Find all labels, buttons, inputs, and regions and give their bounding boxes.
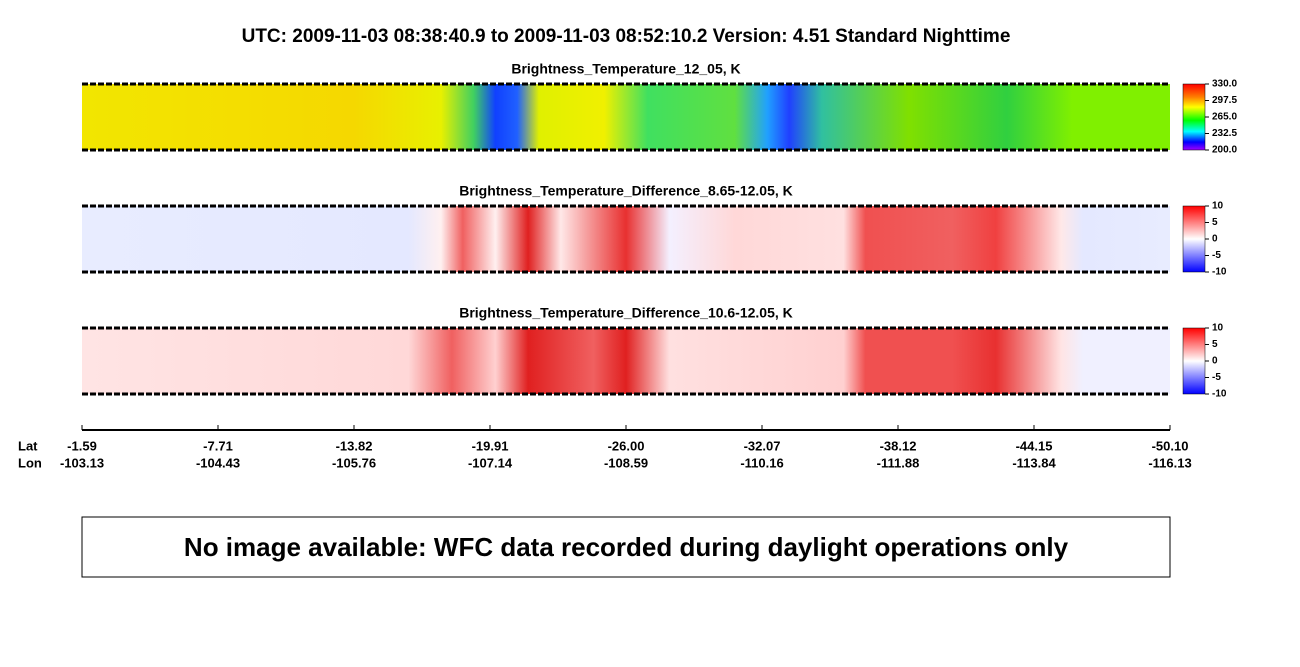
lon-tick-label: -110.16 [740, 455, 783, 470]
colorbar [1182, 205, 1206, 273]
lon-tick-label: -108.59 [604, 455, 648, 470]
lat-tick-label: -44.15 [1016, 438, 1053, 453]
colorbar-tick-label: 200.0 [1212, 145, 1237, 156]
colorbar-tick-label: 5 [1212, 339, 1218, 350]
colorbar-tick-label: 330.0 [1212, 79, 1237, 90]
lat-tick-label: -13.82 [336, 438, 373, 453]
lon-label: Lon [18, 455, 42, 470]
lat-tick-label: -26.00 [608, 438, 645, 453]
panel-title: Brightness_Temperature_Difference_10.6-1… [459, 305, 793, 321]
lat-tick-label: -32.07 [744, 438, 781, 453]
message-box [81, 516, 1171, 578]
lon-tick-label: -116.13 [1148, 455, 1191, 470]
colorbar [1182, 83, 1206, 151]
colorbar-tick-label: 0 [1212, 356, 1218, 367]
lat-tick-label: -50.10 [1152, 438, 1189, 453]
lat-tick-label: -1.59 [67, 438, 97, 453]
colorbar-tick-label: 297.5 [1212, 95, 1237, 106]
colorbar-tick-label: 10 [1212, 201, 1224, 212]
colorbar [1182, 327, 1206, 395]
message: No image available: WFC data recorded du… [184, 532, 1069, 562]
panel-title: Brightness_Temperature_Difference_8.65-1… [459, 183, 793, 199]
colorbar-tick-label: -5 [1212, 250, 1221, 261]
colorbar-tick-label: 5 [1212, 217, 1218, 228]
lat-label: Lat [18, 438, 38, 453]
image-strip [82, 328, 1170, 394]
lon-tick-label: -105.76 [332, 455, 376, 470]
title: UTC: 2009-11-03 08:38:40.9 to 2009-11-03… [242, 26, 1011, 47]
lon-tick-label: -103.13 [60, 455, 104, 470]
lat-tick-label: -19.91 [472, 438, 509, 453]
lon-tick-label: -111.88 [877, 455, 920, 470]
panel-title: Brightness_Temperature_12_05, K [511, 61, 740, 77]
colorbar-tick-label: 265.0 [1212, 112, 1237, 123]
colorbar-tick-label: -5 [1212, 372, 1221, 383]
lon-tick-label: -113.84 [1012, 455, 1056, 470]
colorbar-tick-label: -10 [1212, 389, 1227, 400]
colorbar-tick-label: 232.5 [1212, 128, 1237, 139]
colorbar-tick-label: 0 [1212, 234, 1218, 245]
lat-tick-label: -7.71 [203, 438, 233, 453]
colorbar-tick-label: -10 [1212, 267, 1227, 278]
image-strip [82, 206, 1170, 272]
lon-tick-label: -107.14 [468, 455, 513, 470]
image-strip [82, 84, 1170, 150]
colorbar-tick-label: 10 [1212, 323, 1224, 334]
lat-tick-label: -38.12 [880, 438, 917, 453]
lon-tick-label: -104.43 [196, 455, 240, 470]
